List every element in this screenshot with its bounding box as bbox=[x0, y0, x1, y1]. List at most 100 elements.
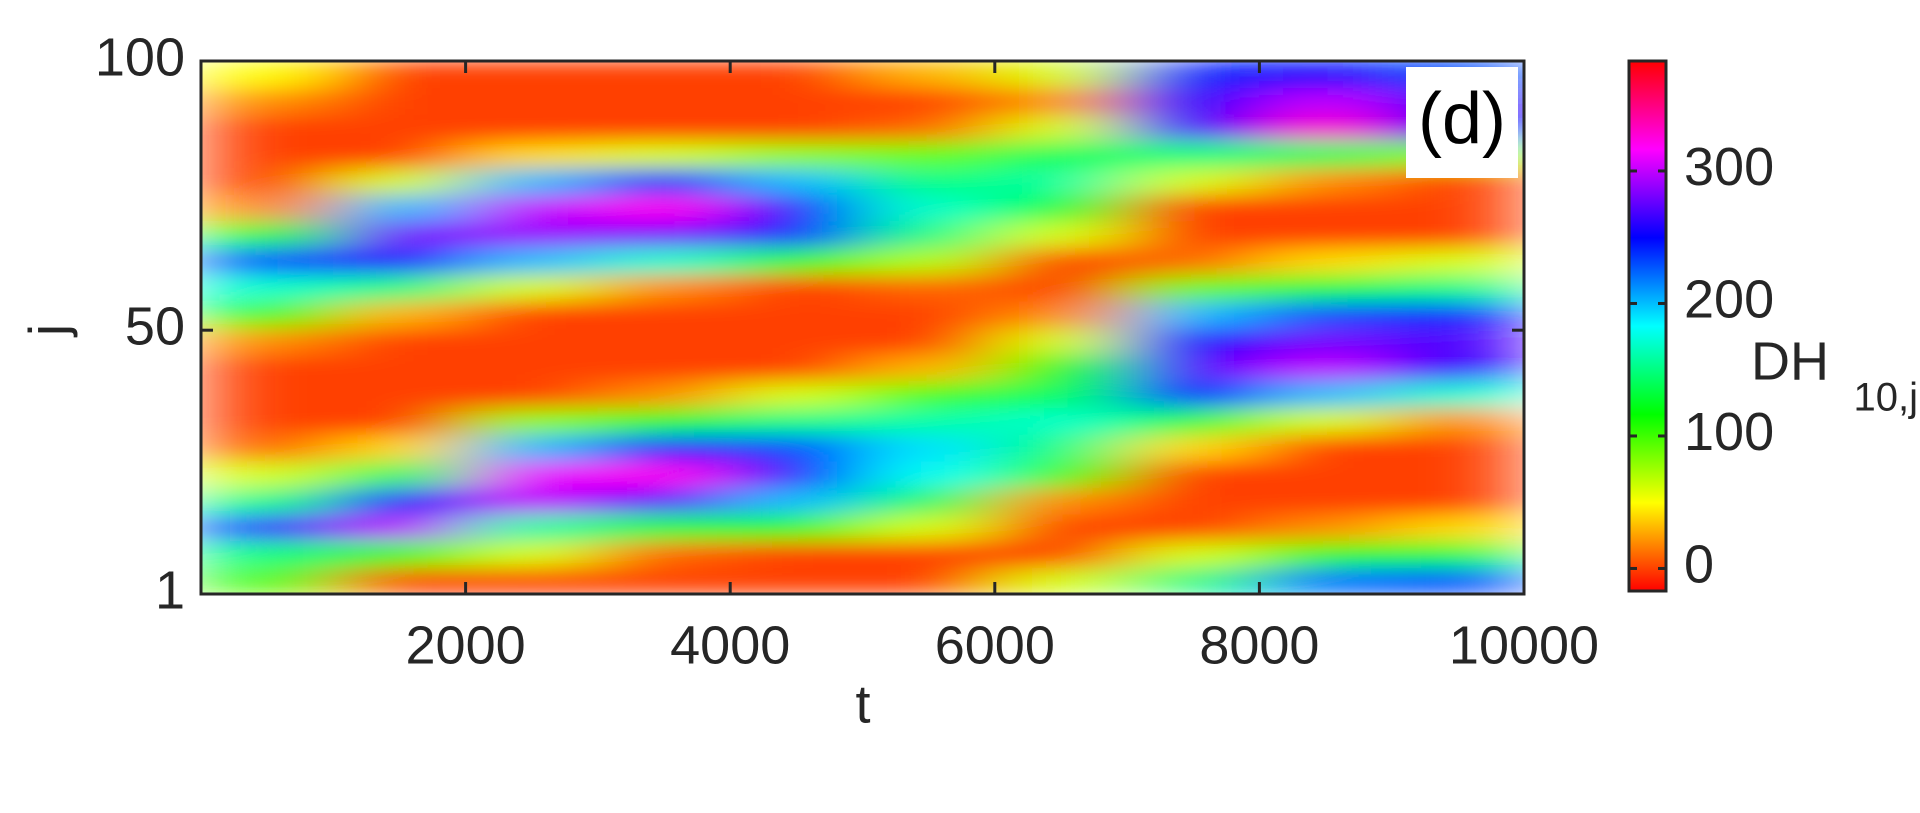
heatmap-cell bbox=[994, 327, 1128, 355]
heatmap-cell bbox=[1126, 566, 1260, 594]
heatmap-cell bbox=[1391, 380, 1524, 408]
heatmap-cell bbox=[994, 61, 1128, 89]
heatmap-cell bbox=[465, 486, 599, 515]
heatmap-cell bbox=[465, 167, 599, 195]
heatmap-cell bbox=[465, 540, 599, 568]
colorbar-tick-label: 100 bbox=[1684, 402, 1774, 462]
heatmap-cell bbox=[465, 220, 599, 249]
heatmap-cell bbox=[862, 113, 996, 142]
heatmap-cell bbox=[597, 273, 731, 302]
heatmap-cell bbox=[201, 140, 334, 169]
heatmap-cell bbox=[1258, 327, 1393, 355]
colorbar-tick-label: 200 bbox=[1684, 270, 1774, 330]
heatmap-cell bbox=[729, 273, 863, 302]
heatmap-cell bbox=[597, 220, 731, 249]
heatmap-cell bbox=[597, 406, 731, 435]
heatmap-cell bbox=[201, 566, 334, 594]
heatmap-cell bbox=[862, 193, 996, 222]
heatmap-cell bbox=[994, 140, 1128, 169]
heatmap-cell bbox=[1391, 220, 1524, 249]
heatmap-cell bbox=[465, 513, 599, 542]
heatmap-cell bbox=[597, 486, 731, 515]
heatmap-cell bbox=[862, 353, 996, 382]
heatmap-cell bbox=[597, 87, 731, 115]
heatmap-cell bbox=[994, 113, 1128, 142]
heatmap bbox=[201, 61, 1524, 594]
heatmap-cell bbox=[465, 460, 599, 488]
heatmap-cell bbox=[201, 460, 334, 488]
heatmap-cell bbox=[1391, 193, 1524, 222]
heatmap-cell bbox=[597, 193, 731, 222]
heatmap-cell bbox=[1126, 406, 1260, 435]
heatmap-cell bbox=[862, 247, 996, 275]
heatmap-cell bbox=[1126, 193, 1260, 222]
heatmap-cell bbox=[332, 87, 467, 115]
colorbar-label: DH bbox=[1751, 331, 1829, 391]
heatmap-cell bbox=[994, 433, 1128, 462]
heatmap-cell bbox=[597, 140, 731, 169]
heatmap-cell bbox=[729, 167, 863, 195]
heatmap-cell bbox=[862, 460, 996, 488]
heatmap-cell bbox=[201, 327, 334, 355]
heatmap-cell bbox=[729, 61, 863, 89]
heatmap-cell bbox=[1391, 566, 1524, 594]
heatmap-cell bbox=[597, 433, 731, 462]
heatmap-cell bbox=[201, 87, 334, 115]
heatmap-cell bbox=[1126, 140, 1260, 169]
heatmap-cell bbox=[465, 87, 599, 115]
y-axis-label: j bbox=[18, 324, 78, 338]
heatmap-cell bbox=[729, 300, 863, 328]
heatmap-cell bbox=[862, 380, 996, 408]
heatmap-cell bbox=[332, 61, 467, 89]
heatmap-cell bbox=[994, 247, 1128, 275]
colorbar bbox=[1627, 59, 1668, 593]
heatmap-cell bbox=[994, 87, 1128, 115]
heatmap-cell bbox=[201, 113, 334, 142]
heatmap-cell bbox=[994, 406, 1128, 435]
heatmap-cell bbox=[994, 300, 1128, 328]
heatmap-cell bbox=[994, 167, 1128, 195]
heatmap-cell bbox=[1126, 327, 1260, 355]
heatmap-cell bbox=[1258, 433, 1393, 462]
heatmap-cell bbox=[597, 327, 731, 355]
heatmap-cell bbox=[332, 406, 467, 435]
heatmap-cell bbox=[729, 540, 863, 568]
heatmap-cell bbox=[862, 167, 996, 195]
heatmap-cell bbox=[729, 87, 863, 115]
heatmap-cell bbox=[201, 380, 334, 408]
heatmap-cell bbox=[597, 566, 731, 594]
heatmap-cell bbox=[1126, 380, 1260, 408]
heatmap-cell bbox=[201, 220, 334, 249]
heatmap-cell bbox=[1258, 540, 1393, 568]
heatmap-cell bbox=[332, 513, 467, 542]
heatmap-cell bbox=[332, 566, 467, 594]
heatmap-cell bbox=[201, 353, 334, 382]
heatmap-cell bbox=[1258, 220, 1393, 249]
heatmap-cell bbox=[332, 300, 467, 328]
heatmap-cell bbox=[1391, 540, 1524, 568]
heatmap-cell bbox=[1126, 460, 1260, 488]
heatmap-cell bbox=[332, 273, 467, 302]
heatmap-cell bbox=[729, 353, 863, 382]
heatmap-cell bbox=[465, 140, 599, 169]
heatmap-cell bbox=[597, 380, 731, 408]
heatmap-cell bbox=[1126, 247, 1260, 275]
heatmap-cell bbox=[332, 113, 467, 142]
heatmap-cell bbox=[1391, 273, 1524, 302]
x-tick-label: 8000 bbox=[1199, 615, 1319, 675]
heatmap-cell bbox=[1258, 300, 1393, 328]
heatmap-cell bbox=[862, 433, 996, 462]
heatmap-cell bbox=[465, 273, 599, 302]
heatmap-cell bbox=[994, 460, 1128, 488]
heatmap-cell bbox=[729, 460, 863, 488]
heatmap-cell bbox=[332, 433, 467, 462]
heatmap-cell bbox=[332, 167, 467, 195]
heatmap-cell bbox=[597, 513, 731, 542]
heatmap-cell bbox=[862, 540, 996, 568]
heatmap-cell bbox=[332, 220, 467, 249]
y-tick-label: 50 bbox=[125, 296, 185, 356]
heatmap-cell bbox=[201, 61, 334, 89]
heatmap-cell bbox=[465, 327, 599, 355]
heatmap-cell bbox=[1391, 300, 1524, 328]
heatmap-cell bbox=[1258, 380, 1393, 408]
